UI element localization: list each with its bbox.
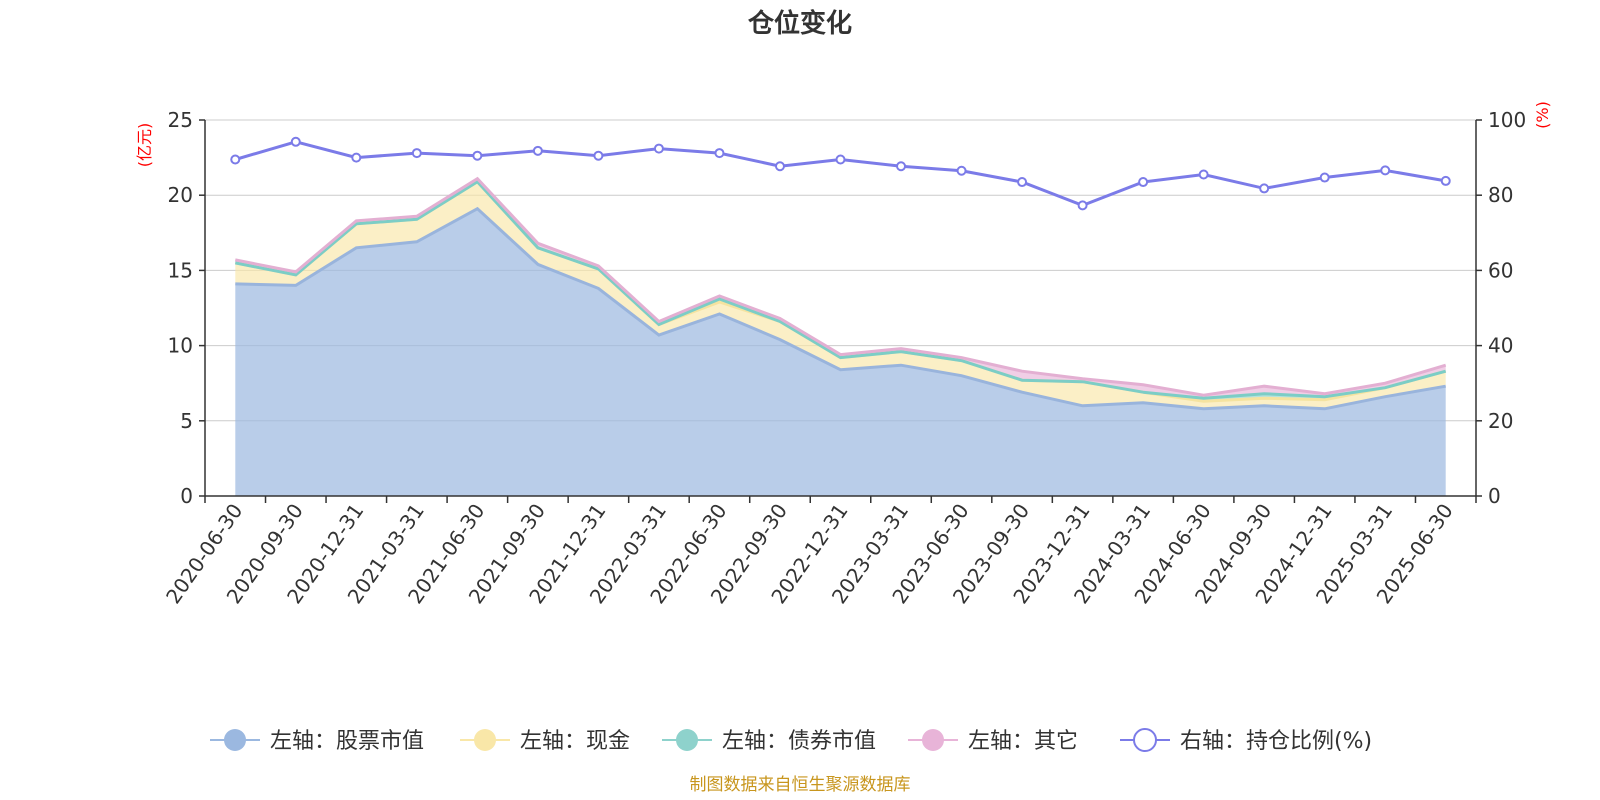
right-axis-tick-label: 0 — [1488, 484, 1501, 508]
holding-ratio-point — [351, 152, 362, 163]
legend-marker — [922, 729, 944, 751]
legend-marker — [224, 729, 246, 751]
chart-title: 仓位变化 — [747, 8, 852, 39]
right-axis-tick-label: 80 — [1488, 183, 1513, 207]
area-edge-3 — [235, 179, 1447, 400]
right-axis-tick-label: 100 — [1488, 108, 1526, 132]
left-axis-tick-label: 20 — [168, 183, 193, 207]
legend-label: 右轴：持仓比例(%) — [1180, 729, 1372, 754]
legend-label: 左轴：债券市值 — [722, 729, 876, 754]
left-axis-tick-label: 15 — [168, 258, 193, 282]
left-axis-tick-label: 5 — [180, 409, 193, 433]
holding-ratio-point — [290, 136, 301, 147]
legend-item: 左轴：现金 — [460, 729, 630, 754]
holding-ratio-point — [653, 143, 664, 154]
holding-ratio-point — [1138, 177, 1149, 188]
holding-ratio-point — [1380, 165, 1391, 176]
area-edge-1 — [235, 206, 1446, 411]
right-axis-tick-label: 20 — [1488, 409, 1513, 433]
holding-ratio-point — [1198, 169, 1209, 180]
holding-ratio-point — [774, 161, 785, 172]
line-series — [230, 136, 1451, 211]
legend-label: 左轴：股票市值 — [270, 729, 424, 754]
legend-marker — [676, 729, 698, 751]
left-axis-tick-label: 0 — [180, 484, 193, 508]
legend: 左轴：股票市值 左轴：现金 左轴：债券市值 左轴：其它 右轴：持仓比例(%) — [210, 728, 1372, 754]
holding-ratio-point — [835, 154, 846, 165]
holding-ratio-point — [411, 148, 422, 159]
holding-ratio-point — [230, 154, 241, 165]
left-axis-tick-label: 25 — [168, 108, 193, 132]
left-axis-tick-label: 10 — [168, 334, 193, 358]
right-axis-unit: (%) — [1533, 101, 1552, 129]
legend-label: 左轴：其它 — [968, 729, 1078, 754]
holding-ratio-point — [896, 161, 907, 172]
holding-ratio-point — [1259, 183, 1270, 194]
legend-label: 左轴：现金 — [520, 729, 630, 754]
right-axis-tick-label: 40 — [1488, 334, 1513, 358]
holding-ratio-point — [532, 145, 543, 156]
holding-ratio-point — [472, 150, 483, 161]
legend-item: 左轴：股票市值 — [210, 729, 424, 754]
right-axis-tick-label: 60 — [1488, 258, 1513, 282]
holding-ratio-point — [1319, 172, 1330, 183]
holding-ratio-point — [1440, 175, 1451, 186]
area-1 — [235, 208, 1446, 496]
holding-ratio-point — [1077, 200, 1088, 211]
holding-ratio-point — [956, 165, 967, 176]
holding-ratio-point — [1017, 177, 1028, 188]
legend-marker — [1133, 728, 1157, 752]
holding-ratio-point — [714, 148, 725, 159]
legend-item: 右轴：持仓比例(%) — [1120, 728, 1372, 754]
holding-ratio-point — [593, 150, 604, 161]
area-series — [235, 176, 1447, 496]
area-2 — [235, 181, 1446, 409]
legend-item: 左轴：其它 — [908, 729, 1078, 754]
legend-item: 左轴：债券市值 — [662, 729, 876, 754]
legend-marker — [474, 729, 496, 751]
left-axis-unit: (亿元) — [135, 123, 154, 168]
source-note: 制图数据来自恒生聚源数据库 — [690, 775, 911, 795]
area-edge-4 — [235, 176, 1447, 397]
